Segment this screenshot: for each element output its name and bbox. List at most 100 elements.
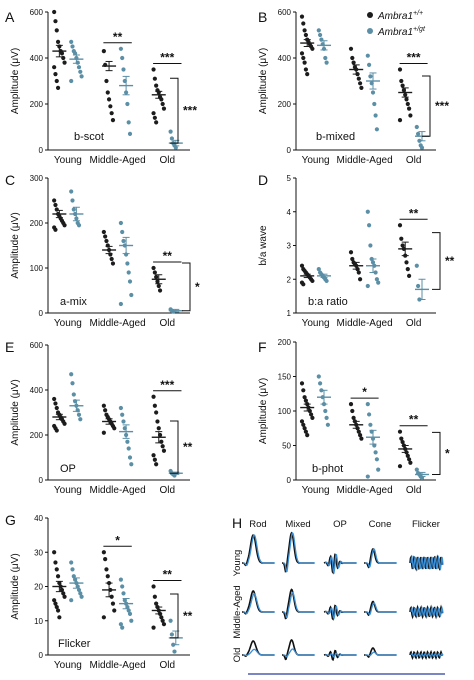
legend-marker-gt xyxy=(367,28,373,34)
data-point xyxy=(367,223,372,228)
data-point xyxy=(414,263,419,268)
data-point xyxy=(161,106,167,111)
panel-label: G xyxy=(5,512,16,528)
data-point xyxy=(101,430,106,435)
data-point xyxy=(121,419,126,424)
significance-marker: ** xyxy=(183,440,193,454)
data-point xyxy=(125,261,130,266)
panel-label: F xyxy=(258,339,267,355)
data-point xyxy=(397,67,403,72)
data-point xyxy=(127,279,133,284)
data-point xyxy=(71,392,76,397)
erg-trace xyxy=(410,605,444,619)
panel-annotation: b-scot xyxy=(74,131,104,143)
panel-a: A Amplitude (μV) 0 200 400 600 Young Middle-Age… xyxy=(5,8,197,166)
data-point xyxy=(78,591,83,596)
y-tick-label: 400 xyxy=(30,386,44,395)
data-point xyxy=(399,236,404,241)
x-tick-label: Old xyxy=(159,485,175,496)
y-tick-label: 0 xyxy=(287,476,292,485)
data-point xyxy=(301,21,306,26)
data-point xyxy=(154,120,159,125)
data-point xyxy=(159,615,164,620)
data-point xyxy=(309,412,314,417)
significance-bracket xyxy=(432,232,441,290)
x-tick-label: Young xyxy=(54,485,82,496)
y-tick-label: 0 xyxy=(39,309,44,318)
y-tick-label: 100 xyxy=(30,264,44,273)
data-point xyxy=(101,403,106,408)
data-point xyxy=(125,101,130,107)
data-point xyxy=(154,274,159,280)
data-point xyxy=(152,115,157,120)
x-tick-label: Old xyxy=(406,155,422,166)
y-tick-label: 50 xyxy=(282,442,291,451)
data-point xyxy=(416,283,421,289)
data-point xyxy=(368,74,373,79)
data-point xyxy=(53,560,58,565)
x-tick-label: Young xyxy=(54,660,82,671)
significance-bracket xyxy=(170,420,179,474)
data-point xyxy=(350,408,355,414)
x-tick-label: Old xyxy=(406,485,422,496)
data-point xyxy=(106,97,112,102)
data-point xyxy=(161,622,167,627)
data-point xyxy=(54,428,59,433)
data-point xyxy=(121,67,126,72)
significance-marker: *** xyxy=(407,51,421,65)
data-point xyxy=(376,467,381,472)
data-point xyxy=(55,85,61,90)
x-tick-label: Middle-Aged xyxy=(90,660,146,671)
x-tick-label: Middle-Aged xyxy=(337,485,393,496)
data-point xyxy=(151,394,156,399)
panel-annotation: Flicker xyxy=(58,638,91,650)
data-point xyxy=(76,65,82,70)
data-point xyxy=(69,598,74,603)
data-point xyxy=(53,227,58,232)
data-point xyxy=(103,557,108,562)
data-point xyxy=(359,436,364,441)
erg-trace xyxy=(243,648,275,657)
significance-marker: ** xyxy=(409,206,419,220)
data-point xyxy=(105,574,110,579)
legend-label-gt: Ambra1+/gt xyxy=(377,26,426,38)
data-point xyxy=(70,381,75,386)
panel-c: C Amplitude (μV) 0 100 200 300 Young Middle-Age… xyxy=(5,172,200,329)
data-point xyxy=(324,415,329,420)
data-point xyxy=(59,51,65,56)
data-point xyxy=(155,419,160,424)
data-point xyxy=(305,72,310,77)
data-point xyxy=(151,265,156,271)
x-tick-label: Young xyxy=(54,155,82,166)
data-point xyxy=(301,282,306,287)
data-point xyxy=(356,76,361,81)
y-tick-label: 4 xyxy=(287,208,292,217)
data-point xyxy=(71,574,76,579)
data-point xyxy=(156,426,161,431)
data-point xyxy=(127,611,133,617)
x-tick-label: Old xyxy=(159,660,175,671)
data-point xyxy=(53,72,58,77)
data-point xyxy=(397,464,403,469)
data-point xyxy=(303,32,308,38)
erg-trace xyxy=(365,602,397,616)
data-point xyxy=(316,374,321,379)
y-tick-label: 400 xyxy=(30,54,44,63)
x-tick-label: Middle-Aged xyxy=(90,318,146,329)
y-tick-label: 1 xyxy=(287,309,292,318)
y-tick-label: 600 xyxy=(30,8,44,17)
legend-marker-wt xyxy=(367,12,373,18)
significance-marker: ** xyxy=(409,413,419,427)
data-point xyxy=(368,243,373,248)
x-tick-label: Middle-Aged xyxy=(337,318,393,329)
data-point xyxy=(151,453,156,458)
data-point xyxy=(112,426,117,431)
y-tick-label: 150 xyxy=(278,373,292,382)
data-point xyxy=(408,460,413,465)
significance-marker: * xyxy=(115,533,120,547)
data-point xyxy=(73,51,78,56)
data-point xyxy=(348,402,354,407)
data-point xyxy=(121,591,126,596)
row-label: Middle-Aged xyxy=(232,585,243,638)
data-point xyxy=(151,67,156,72)
